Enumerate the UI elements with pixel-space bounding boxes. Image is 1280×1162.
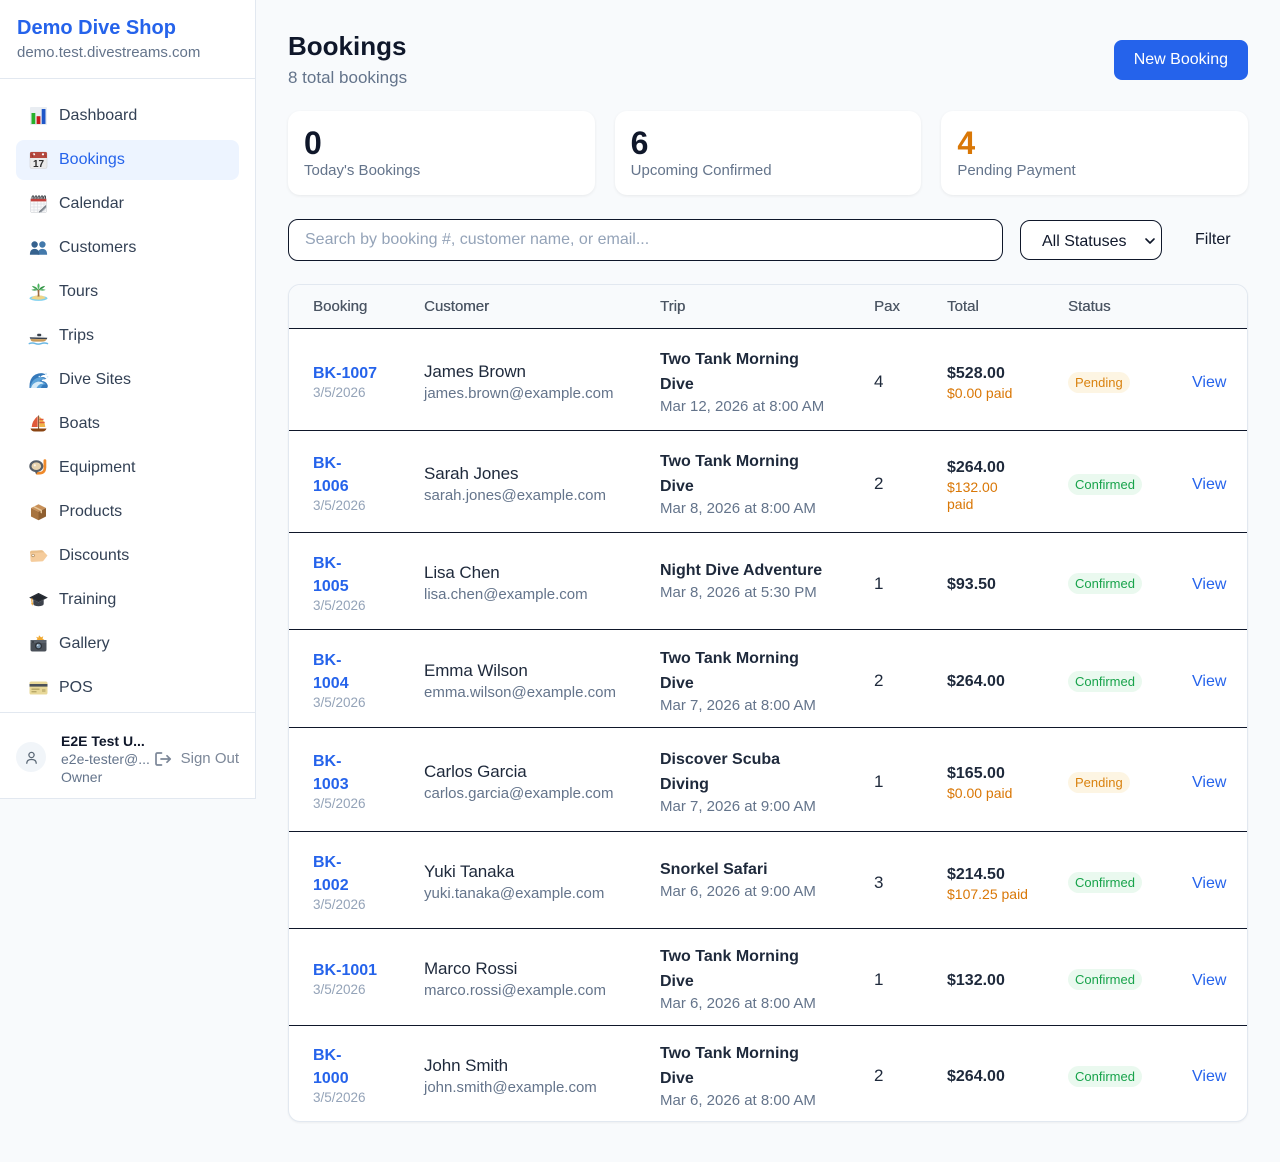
svg-text:17: 17: [33, 159, 45, 170]
